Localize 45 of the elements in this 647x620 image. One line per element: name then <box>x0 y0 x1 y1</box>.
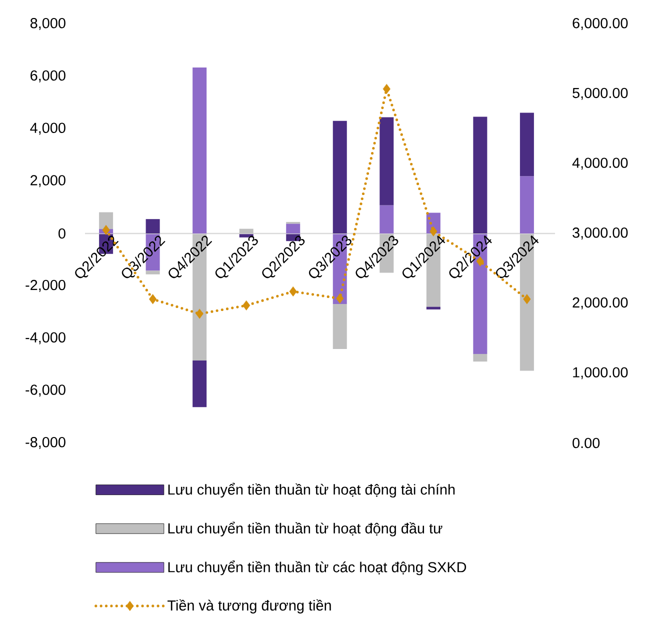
y-tick-label: -4,000 <box>26 332 66 344</box>
y-tick-label: 2,000 <box>30 175 66 188</box>
y-tick-label: 6,000 <box>30 70 66 82</box>
point <box>382 84 390 94</box>
bar <box>473 354 488 362</box>
bar <box>239 228 254 234</box>
y-tick-label: 4,000 <box>30 122 66 135</box>
bar <box>286 224 300 234</box>
bar <box>520 176 534 234</box>
point <box>242 300 250 310</box>
legend-label: Tiền và tương đương tiền <box>168 599 331 614</box>
point <box>430 226 438 236</box>
point <box>289 286 297 296</box>
legend-label: Lưu chuyển tiền thuần từ các hoạt động SXKD <box>168 560 466 576</box>
bar <box>380 205 394 234</box>
bar <box>380 117 394 206</box>
y2-tick-label: 4,000.00 <box>572 158 628 170</box>
point <box>102 224 110 236</box>
y2-tick-label: 0.00 <box>572 438 600 448</box>
bar <box>192 360 207 408</box>
y-tick-label: 0 <box>58 228 66 239</box>
legend-label: Lưu chuyển tiền thuần từ hoạt động đầu tư <box>168 522 442 536</box>
bar <box>426 306 440 310</box>
y2-tick-label: 6,000.00 <box>572 18 628 30</box>
y-tick-label: -2,000 <box>26 280 66 292</box>
y2-tick-label: 3,000.00 <box>572 228 628 240</box>
bar <box>473 116 488 234</box>
y-tick-label: 8,000 <box>30 18 66 30</box>
bar <box>332 304 347 349</box>
y-tick-label: -8,000 <box>26 437 66 449</box>
point <box>196 308 204 319</box>
bar <box>146 219 160 234</box>
bar <box>146 270 160 274</box>
y2-tick-label: 1,000.00 <box>573 367 628 380</box>
bar <box>192 67 207 234</box>
bar <box>332 120 347 234</box>
point <box>149 294 157 304</box>
bar <box>99 212 114 230</box>
y-tick-label: -6,000 <box>26 384 66 397</box>
point <box>523 294 531 304</box>
bar <box>520 112 534 176</box>
y2-tick-label: 5,000.00 <box>572 88 628 100</box>
y2-tick-label: 2,000.00 <box>572 297 628 310</box>
legend-label: Lưu chuyển tiền thuần từ hoạt động tài chính <box>168 482 455 498</box>
point <box>336 293 344 304</box>
